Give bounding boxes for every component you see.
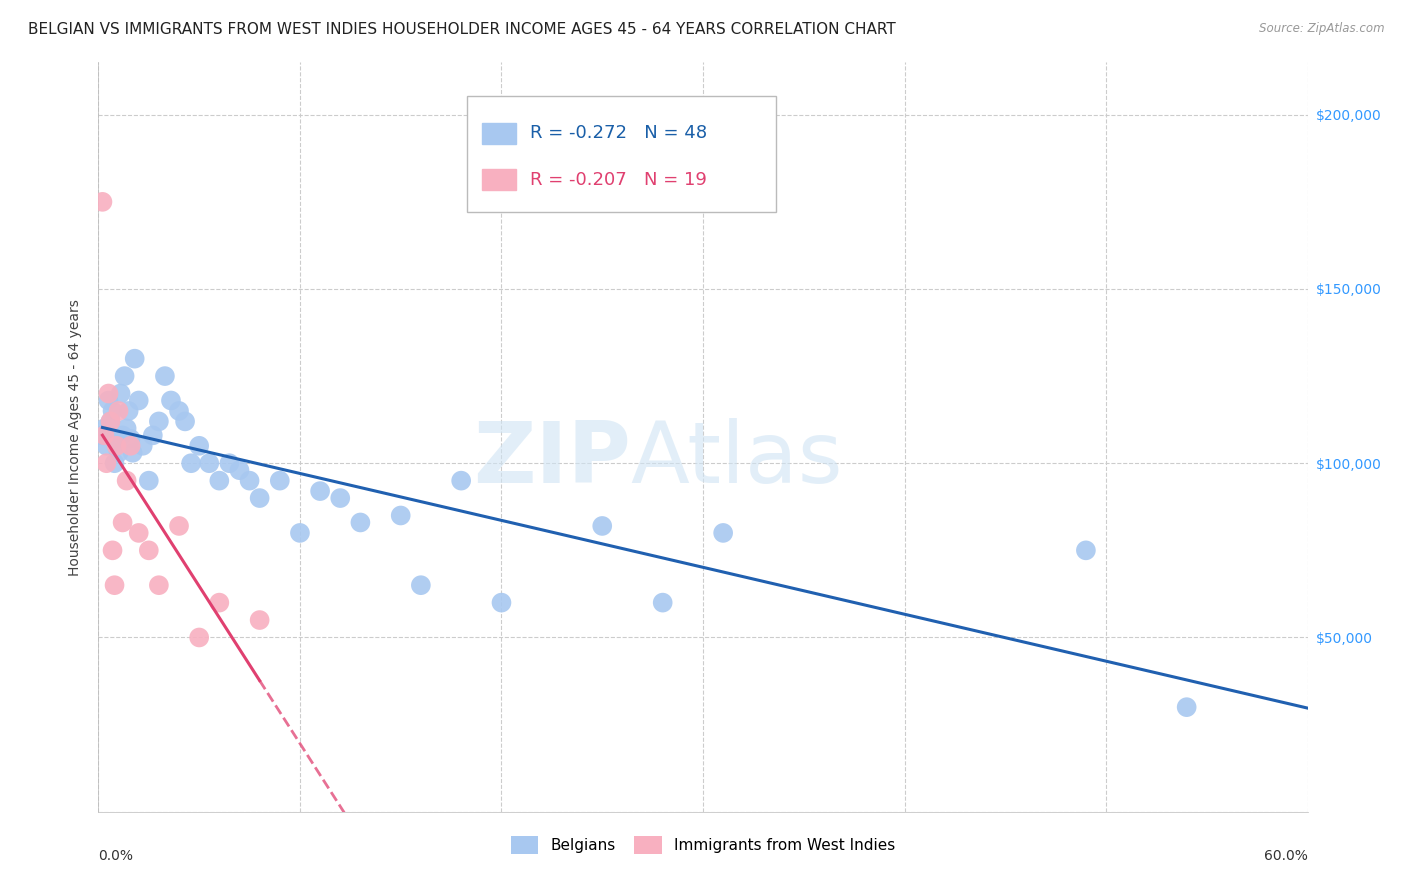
Point xyxy=(288,525,311,540)
Point xyxy=(174,414,197,428)
Point xyxy=(114,369,136,384)
Y-axis label: Householder Income Ages 45 - 64 years: Householder Income Ages 45 - 64 years xyxy=(69,299,83,575)
Text: ZIP: ZIP xyxy=(472,418,630,501)
Point xyxy=(128,393,150,408)
Text: R = -0.272   N = 48: R = -0.272 N = 48 xyxy=(530,124,707,143)
Point xyxy=(138,474,160,488)
Text: R = -0.207   N = 19: R = -0.207 N = 19 xyxy=(530,170,707,189)
Point xyxy=(103,578,125,592)
Point xyxy=(93,421,115,435)
Text: 60.0%: 60.0% xyxy=(1264,849,1308,863)
Point xyxy=(91,194,114,209)
Point xyxy=(249,491,271,505)
Point xyxy=(107,446,129,460)
Point xyxy=(309,484,332,499)
Point xyxy=(711,525,734,540)
Point xyxy=(409,578,432,592)
Bar xyxy=(482,169,516,190)
Point xyxy=(160,393,183,408)
Point xyxy=(120,439,142,453)
Point xyxy=(105,439,128,453)
Point xyxy=(124,351,146,366)
Point xyxy=(349,516,371,530)
Point xyxy=(107,404,129,418)
Point xyxy=(148,414,170,428)
Point xyxy=(118,404,141,418)
Point xyxy=(105,432,128,446)
Point xyxy=(389,508,412,523)
Text: 0.0%: 0.0% xyxy=(98,849,134,863)
Text: Atlas: Atlas xyxy=(630,418,844,501)
Point xyxy=(239,474,262,488)
Point xyxy=(218,456,240,470)
Point xyxy=(142,428,165,442)
Point xyxy=(208,474,231,488)
Point xyxy=(491,596,513,610)
Point xyxy=(115,421,138,435)
Point xyxy=(100,414,122,428)
Point xyxy=(591,519,613,533)
FancyBboxPatch shape xyxy=(467,96,776,212)
Text: BELGIAN VS IMMIGRANTS FROM WEST INDIES HOUSEHOLDER INCOME AGES 45 - 64 YEARS COR: BELGIAN VS IMMIGRANTS FROM WEST INDIES H… xyxy=(28,22,896,37)
Point xyxy=(132,439,155,453)
Point xyxy=(1175,700,1198,714)
Point xyxy=(651,596,673,610)
Point xyxy=(188,439,211,453)
Point xyxy=(249,613,271,627)
Point xyxy=(115,474,138,488)
Point xyxy=(148,578,170,592)
Point xyxy=(97,393,120,408)
Point xyxy=(167,519,190,533)
Point xyxy=(138,543,160,558)
Point xyxy=(97,386,120,401)
Point xyxy=(96,439,118,453)
Text: Source: ZipAtlas.com: Source: ZipAtlas.com xyxy=(1260,22,1385,36)
Point xyxy=(111,516,134,530)
Point xyxy=(96,456,118,470)
Point xyxy=(121,446,143,460)
Point xyxy=(111,428,134,442)
Point xyxy=(167,404,190,418)
Point xyxy=(103,456,125,470)
Point xyxy=(100,414,122,428)
Point xyxy=(93,428,115,442)
Point xyxy=(101,404,124,418)
Point xyxy=(91,428,114,442)
Point xyxy=(188,631,211,645)
Point xyxy=(1074,543,1097,558)
Point xyxy=(120,432,142,446)
Point xyxy=(329,491,352,505)
Point xyxy=(450,474,472,488)
Point xyxy=(269,474,291,488)
Point xyxy=(110,386,132,401)
Legend: Belgians, Immigrants from West Indies: Belgians, Immigrants from West Indies xyxy=(505,830,901,860)
Point xyxy=(153,369,176,384)
Point xyxy=(198,456,221,470)
Point xyxy=(208,596,231,610)
Point xyxy=(101,543,124,558)
Bar xyxy=(482,123,516,144)
Point xyxy=(180,456,202,470)
Point xyxy=(228,463,250,477)
Point xyxy=(128,525,150,540)
